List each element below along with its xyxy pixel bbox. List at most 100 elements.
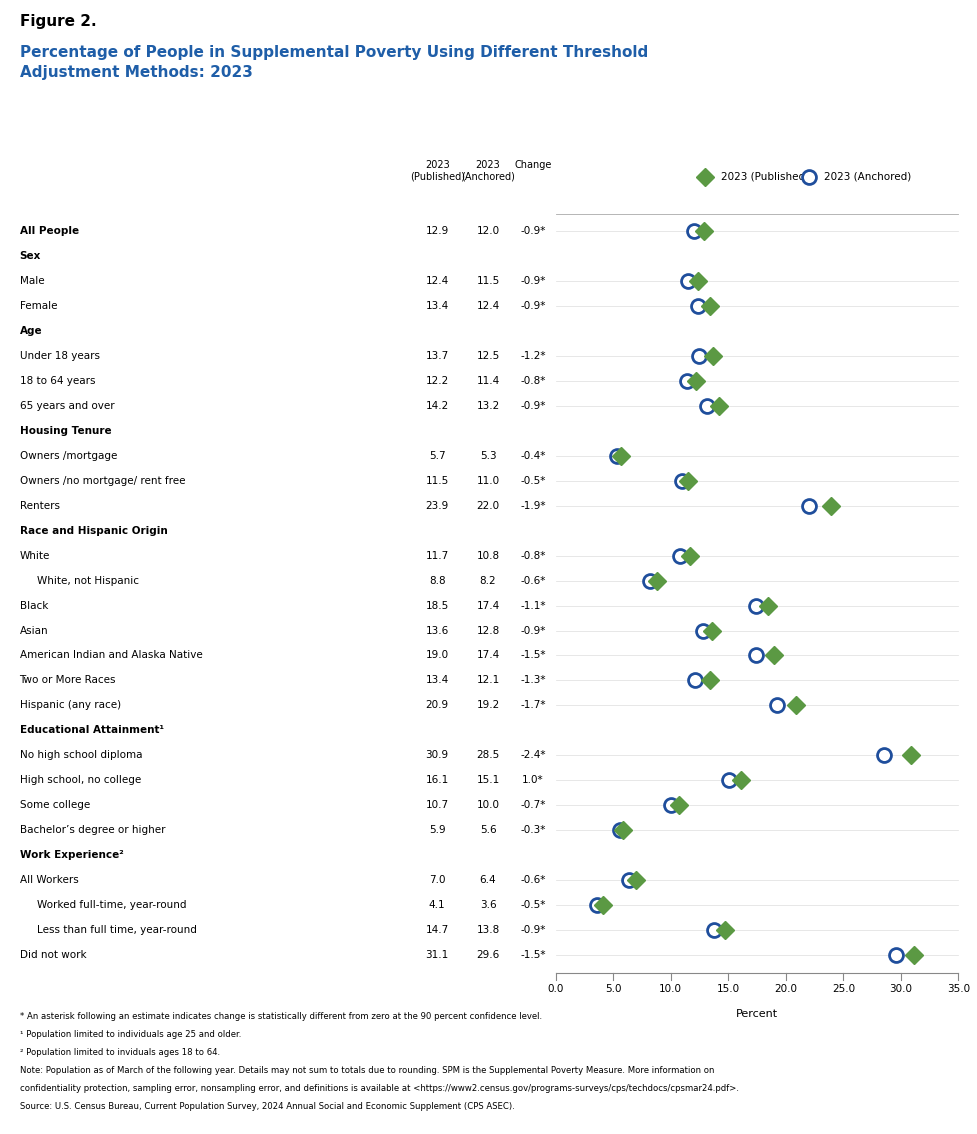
Text: -1.3*: -1.3*	[520, 676, 545, 685]
Text: American Indian and Alaska Native: American Indian and Alaska Native	[20, 651, 202, 660]
Text: 12.9: 12.9	[425, 227, 448, 236]
Text: 11.5: 11.5	[425, 476, 448, 485]
Text: 17.4: 17.4	[476, 651, 499, 660]
Text: 20.0: 20.0	[774, 984, 796, 995]
Text: 5.0: 5.0	[604, 984, 620, 995]
Text: 28.5: 28.5	[476, 751, 499, 760]
Text: Work Experience²: Work Experience²	[20, 850, 123, 860]
Text: 22.0: 22.0	[476, 501, 499, 510]
Text: -0.6*: -0.6*	[520, 576, 545, 585]
Text: 11.5: 11.5	[476, 277, 499, 286]
Text: 13.4: 13.4	[425, 676, 448, 685]
Text: 2023
(Anchored): 2023 (Anchored)	[460, 160, 515, 181]
Text: White, not Hispanic: White, not Hispanic	[37, 576, 139, 585]
Text: 30.9: 30.9	[425, 751, 448, 760]
Text: Owners /mortgage: Owners /mortgage	[20, 451, 117, 460]
Text: -0.5*: -0.5*	[520, 900, 545, 909]
Text: 11.4: 11.4	[476, 376, 499, 386]
Text: 12.2: 12.2	[425, 376, 448, 386]
Text: 10.0: 10.0	[658, 984, 681, 995]
Text: 5.9: 5.9	[429, 826, 445, 835]
Text: Did not work: Did not work	[20, 950, 86, 959]
Text: -0.9*: -0.9*	[520, 302, 545, 311]
Text: -1.2*: -1.2*	[520, 352, 545, 361]
Text: 23.9: 23.9	[425, 501, 448, 510]
Text: 13.2: 13.2	[476, 401, 499, 411]
Text: 10.7: 10.7	[425, 801, 448, 810]
Text: 8.8: 8.8	[429, 576, 445, 585]
Text: Bachelor’s degree or higher: Bachelor’s degree or higher	[20, 826, 165, 835]
Text: 14.7: 14.7	[425, 925, 448, 934]
Text: -0.8*: -0.8*	[520, 551, 545, 560]
Text: Worked full-time, year-round: Worked full-time, year-round	[37, 900, 187, 909]
Text: confidentiality protection, sampling error, nonsampling error, and definitions i: confidentiality protection, sampling err…	[20, 1084, 738, 1093]
Text: -1.5*: -1.5*	[520, 950, 545, 959]
Text: Figure 2.: Figure 2.	[20, 14, 96, 28]
Text: -0.9*: -0.9*	[520, 925, 545, 934]
Text: -2.4*: -2.4*	[520, 751, 545, 760]
Text: 18 to 64 years: 18 to 64 years	[20, 376, 95, 386]
Text: -0.7*: -0.7*	[520, 801, 545, 810]
Text: 11.7: 11.7	[425, 551, 448, 560]
Text: 3.6: 3.6	[480, 900, 495, 909]
Text: -0.8*: -0.8*	[520, 376, 545, 386]
Text: 12.4: 12.4	[476, 302, 499, 311]
Text: 6.4: 6.4	[480, 875, 495, 885]
Text: 13.8: 13.8	[476, 925, 499, 934]
Text: 13.6: 13.6	[425, 626, 448, 635]
Text: 1.0*: 1.0*	[522, 776, 543, 785]
Text: 4.1: 4.1	[429, 900, 445, 909]
Text: 11.0: 11.0	[476, 476, 499, 485]
Text: -0.9*: -0.9*	[520, 227, 545, 236]
Text: 5.3: 5.3	[480, 451, 495, 460]
Text: -1.9*: -1.9*	[520, 501, 545, 510]
Text: Less than full time, year-round: Less than full time, year-round	[37, 925, 196, 934]
Text: 19.2: 19.2	[476, 701, 499, 710]
Text: 12.8: 12.8	[476, 626, 499, 635]
Text: 16.1: 16.1	[425, 776, 448, 785]
Text: 29.6: 29.6	[476, 950, 499, 959]
Text: 31.1: 31.1	[425, 950, 448, 959]
Text: High school, no college: High school, no college	[20, 776, 141, 785]
Text: 20.9: 20.9	[425, 701, 448, 710]
Text: All People: All People	[20, 227, 78, 236]
Text: 65 years and over: 65 years and over	[20, 401, 114, 411]
Text: Source: U.S. Census Bureau, Current Population Survey, 2024 Annual Social and Ec: Source: U.S. Census Bureau, Current Popu…	[20, 1102, 514, 1111]
Text: 13.4: 13.4	[425, 302, 448, 311]
Text: No high school diploma: No high school diploma	[20, 751, 142, 760]
Text: Hispanic (any race): Hispanic (any race)	[20, 701, 120, 710]
Text: 10.0: 10.0	[476, 801, 499, 810]
Text: -1.5*: -1.5*	[520, 651, 545, 660]
Text: 0.0: 0.0	[547, 984, 563, 995]
Text: 5.7: 5.7	[429, 451, 445, 460]
Text: Age: Age	[20, 327, 42, 336]
Text: Asian: Asian	[20, 626, 48, 635]
Text: White: White	[20, 551, 50, 560]
Text: Under 18 years: Under 18 years	[20, 352, 100, 361]
Text: 12.5: 12.5	[476, 352, 499, 361]
Text: 12.0: 12.0	[476, 227, 499, 236]
Text: 10.8: 10.8	[476, 551, 499, 560]
Text: 35.0: 35.0	[946, 984, 969, 995]
Text: 13.7: 13.7	[425, 352, 448, 361]
Text: 8.2: 8.2	[480, 576, 495, 585]
Text: Educational Attainment¹: Educational Attainment¹	[20, 726, 163, 735]
Text: Female: Female	[20, 302, 57, 311]
Text: Male: Male	[20, 277, 44, 286]
Text: Renters: Renters	[20, 501, 60, 510]
Text: Two or More Races: Two or More Races	[20, 676, 116, 685]
Text: 2023
(Published): 2023 (Published)	[409, 160, 464, 181]
Text: Owners /no mortgage/ rent free: Owners /no mortgage/ rent free	[20, 476, 185, 485]
Text: * An asterisk following an estimate indicates change is statistically different : * An asterisk following an estimate indi…	[20, 1012, 541, 1021]
Text: -0.3*: -0.3*	[520, 826, 545, 835]
Text: 17.4: 17.4	[476, 601, 499, 610]
Text: -0.5*: -0.5*	[520, 476, 545, 485]
Text: -0.4*: -0.4*	[520, 451, 545, 460]
Text: 2023 (Anchored): 2023 (Anchored)	[824, 172, 911, 181]
Text: 2023 (Published): 2023 (Published)	[720, 172, 808, 181]
Text: 18.5: 18.5	[425, 601, 448, 610]
Text: 15.0: 15.0	[716, 984, 739, 995]
Text: 12.1: 12.1	[476, 676, 499, 685]
Text: Housing Tenure: Housing Tenure	[20, 426, 111, 435]
Text: Percentage of People in Supplemental Poverty Using Different Threshold
Adjustmen: Percentage of People in Supplemental Pov…	[20, 45, 647, 79]
